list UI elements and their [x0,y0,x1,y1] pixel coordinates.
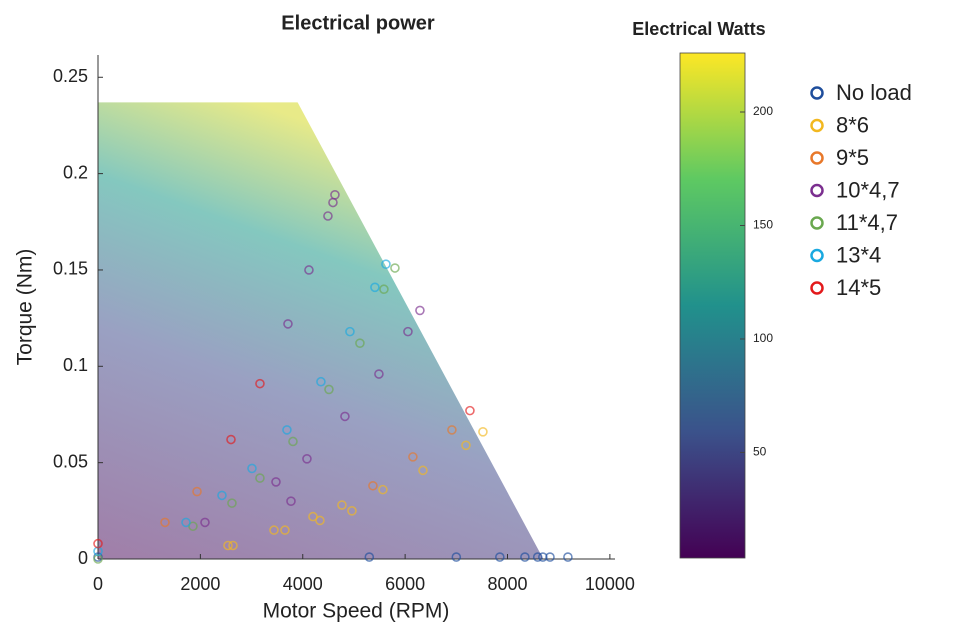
colorbar-title: Electrical Watts [632,19,765,39]
data-point [495,552,505,562]
x-axis-label: Motor Speed (RPM) [263,600,450,623]
legend-marker [810,151,824,165]
legend-marker [810,248,824,263]
data-point [381,259,391,269]
data-point [345,326,355,337]
data-point [227,498,237,508]
x-tick-label: 2000 [180,574,220,594]
legend-marker [810,216,824,230]
data-point [288,436,298,447]
data-point [200,517,210,528]
legend-marker [810,183,824,198]
data-point [461,440,471,451]
data-point [415,305,425,316]
colorbar-tick-label: 200 [753,104,773,118]
data-point [378,484,388,495]
legend-label: 10*4,7 [836,177,900,202]
x-tick-label: 10000 [585,574,635,594]
data-point [563,552,573,562]
legend-marker [810,86,824,100]
operating-region [98,102,544,560]
data-point [403,326,413,337]
data-point [228,540,238,551]
data-point [247,463,257,474]
data-point [271,477,281,487]
data-point [347,506,357,516]
data-point [538,552,548,562]
data-point [374,369,384,379]
x-tick-label: 6000 [385,574,425,594]
chart-title: Electrical power [281,12,435,34]
data-point [337,500,347,510]
legend-label: No load [836,80,912,105]
data-point [355,338,365,348]
data-point [532,552,543,562]
data-point [324,384,334,395]
legend-label: 9*5 [836,145,869,170]
data-point [330,190,340,200]
data-point [280,525,290,535]
data-point [93,538,103,549]
data-point [451,552,462,562]
data-point [269,525,279,535]
data-point [217,490,227,501]
colorbar-tick-label: 50 [753,445,767,459]
data-point [282,425,292,435]
data-point [308,511,318,522]
data-point [478,427,488,437]
data-point [188,521,198,532]
data-point [223,540,233,551]
legend-label: 8*6 [836,112,869,137]
data-point [368,480,378,491]
data-point [304,265,314,275]
data-point [286,496,296,506]
y-tick-label: 0.25 [53,66,88,86]
data-point [160,517,170,528]
x-tick-label: 4000 [283,574,323,594]
legend-label: 14*5 [836,275,881,300]
data-point [302,453,312,464]
data-point [323,211,333,221]
data-point [316,376,326,387]
data-point [283,319,293,329]
x-tick-label: 0 [93,574,103,594]
data-point [390,263,400,273]
data-point [545,552,555,562]
data-point [226,434,236,445]
data-point [370,282,380,293]
data-point [447,425,457,435]
data-point [379,284,389,295]
data-point [255,378,265,389]
colorbar [679,52,746,559]
legend-marker [810,118,824,133]
colorbar-tick-label: 150 [753,218,773,232]
y-tick-label: 0.15 [53,259,88,279]
data-point [520,552,530,562]
y-tick-label: 0.2 [63,162,88,182]
data-point [364,552,375,562]
y-tick-label: 0 [78,548,88,568]
legend-marker [810,281,824,295]
data-point [255,473,265,483]
legend-label: 11*4,7 [836,210,898,235]
legend-label: 13*4 [836,242,881,267]
y-axis-label: Torque (Nm) [14,249,37,366]
data-point [418,465,428,476]
data-point [340,411,350,422]
data-point [465,405,475,416]
y-tick-label: 0.05 [53,451,88,471]
y-tick-label: 0.1 [63,355,88,375]
x-tick-label: 8000 [487,574,527,594]
colorbar-tick-label: 100 [753,331,773,345]
data-point [192,486,202,497]
data-point [181,517,191,528]
data-point [408,452,418,462]
data-point [315,515,325,526]
